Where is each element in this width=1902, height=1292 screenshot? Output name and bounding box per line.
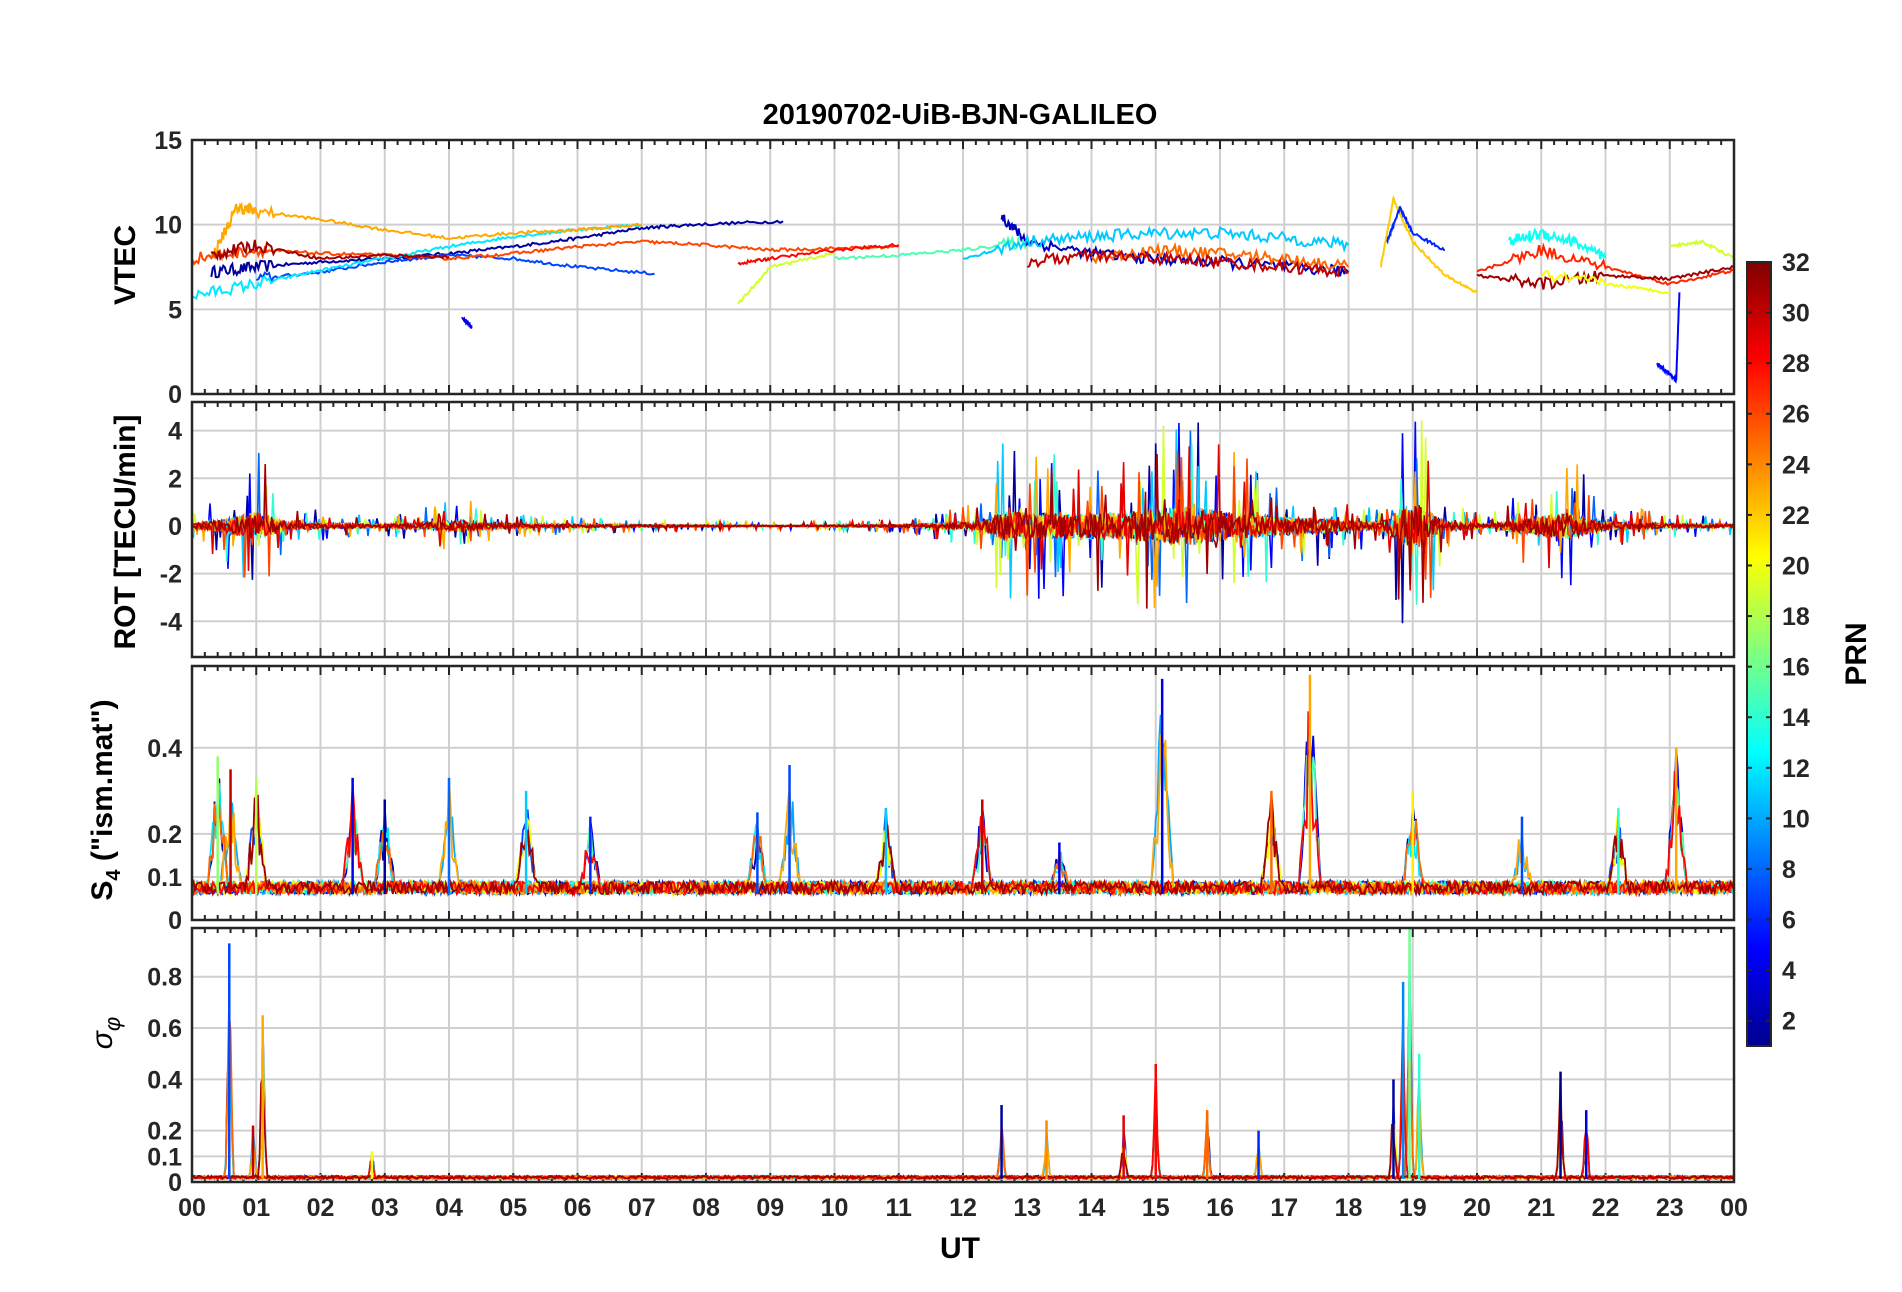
plot-frame bbox=[190, 926, 1736, 1184]
vtec-series-prn-4 bbox=[461, 316, 473, 329]
y-tick-label: 0 bbox=[168, 907, 182, 935]
vtec-series-prn-23 bbox=[210, 201, 643, 259]
y-tick-label: 0.4 bbox=[147, 1066, 182, 1094]
x-tick-label: 00 bbox=[178, 1194, 206, 1222]
vtec-series-prn-22 bbox=[1379, 194, 1478, 294]
panel-s4: 0 0.1 0.2 0.4 bbox=[147, 664, 1736, 935]
colorbar-tick-label: 14 bbox=[1782, 704, 1810, 732]
x-tick-label: 07 bbox=[628, 1194, 656, 1222]
colorbar-tick-label: 22 bbox=[1782, 502, 1810, 530]
x-tick-label: 16 bbox=[1206, 1194, 1234, 1222]
s4-ylabel: S4 ("ism.mat") bbox=[86, 699, 125, 900]
y-tick-label: 4 bbox=[168, 418, 182, 446]
vtec-series-prn-28 bbox=[737, 242, 900, 266]
colorbar-tick-label: 32 bbox=[1782, 249, 1810, 277]
plot-frame bbox=[190, 664, 1736, 922]
colorbar-tick-label: 2 bbox=[1782, 1008, 1796, 1036]
sigma-phi-series-prn-31 bbox=[191, 1076, 1735, 1181]
colorbar-tick-label: 26 bbox=[1782, 401, 1810, 429]
y-tick-label: -2 bbox=[160, 561, 182, 589]
vtec-series-prn-20 bbox=[1540, 269, 1671, 295]
colorbar-tick-label: 16 bbox=[1782, 654, 1810, 682]
y-tick-label: 0 bbox=[168, 513, 182, 541]
colorbar-tick-label: 12 bbox=[1782, 755, 1810, 783]
x-tick-label: 13 bbox=[1013, 1194, 1041, 1222]
x-tick-label: 18 bbox=[1335, 1194, 1363, 1222]
vtec-series-prn-31 bbox=[210, 239, 450, 262]
x-tick-label: 23 bbox=[1656, 1194, 1684, 1222]
plot-frame bbox=[190, 138, 1736, 396]
x-tick-label: 17 bbox=[1270, 1194, 1298, 1222]
x-tick-label: 04 bbox=[435, 1194, 463, 1222]
x-tick-label: 22 bbox=[1592, 1194, 1620, 1222]
panel-rot: -4 -2 0 2 4 bbox=[160, 400, 1736, 659]
y-tick-label: 2 bbox=[168, 465, 182, 493]
vtec-series-prn-26 bbox=[191, 239, 900, 266]
vtec-series-prn-15 bbox=[834, 235, 1029, 261]
vtec-series-prn-19 bbox=[737, 252, 835, 305]
y-tick-label: 0.4 bbox=[147, 735, 182, 763]
vtec-series-prn-19 bbox=[1669, 238, 1735, 260]
y-tick-label: 15 bbox=[154, 127, 182, 155]
panel-sigma-phi: 00.10.2 0.4 0.6 0.8 00 01 02 03 04 05 06 07 08 09 10 11… bbox=[147, 926, 1748, 1222]
y-tick-label: 0.2 bbox=[147, 821, 182, 849]
y-tick-label: 5 bbox=[168, 296, 182, 324]
y-tick-label: 0.2 bbox=[147, 1118, 182, 1146]
x-tick-label: 05 bbox=[499, 1194, 527, 1222]
figure-title: 20190702-UiB-BJN-GALILEO bbox=[763, 99, 1158, 131]
colorbar-tick-label: 24 bbox=[1782, 451, 1810, 479]
x-tick-label: 10 bbox=[821, 1194, 849, 1222]
colorbar-tick-label: 20 bbox=[1782, 552, 1810, 580]
vtec-series-prn-13 bbox=[1508, 227, 1607, 260]
colorbar-tick-label: 6 bbox=[1782, 907, 1796, 935]
colorbar-tick-label: 30 bbox=[1782, 300, 1810, 328]
x-tick-label: 06 bbox=[564, 1194, 592, 1222]
y-tick-label: 0.1 bbox=[147, 1143, 182, 1171]
x-tick-label: 15 bbox=[1142, 1194, 1170, 1222]
sigma-phi-ylabel: σφ bbox=[86, 1017, 125, 1049]
y-tick-label: 0.6 bbox=[147, 1015, 182, 1043]
panel-vtec: 0 5 10 15 bbox=[154, 127, 1736, 409]
colorbar-tick-label: 8 bbox=[1782, 856, 1796, 884]
vtec-series-prn-30 bbox=[1026, 246, 1349, 278]
colorbar-tick-label: 10 bbox=[1782, 805, 1810, 833]
colorbar-tick-label: 4 bbox=[1782, 957, 1796, 985]
vtec-series-prn-6 bbox=[1386, 206, 1446, 252]
x-tick-label: 09 bbox=[756, 1194, 784, 1222]
vtec-series-prn-5 bbox=[1656, 292, 1681, 384]
x-tick-label: 01 bbox=[242, 1194, 270, 1222]
vtec-ylabel: VTEC bbox=[109, 225, 142, 305]
vtec-series-prn-11 bbox=[962, 225, 1350, 260]
y-tick-label: 0.8 bbox=[147, 964, 182, 992]
x-tick-label: 20 bbox=[1463, 1194, 1491, 1222]
y-tick-label: 0.1 bbox=[147, 864, 182, 892]
colorbar-tick-label: 28 bbox=[1782, 350, 1810, 378]
x-tick-label: 00 bbox=[1720, 1194, 1748, 1222]
x-tick-label: 08 bbox=[692, 1194, 720, 1222]
vtec-series-prn-3 bbox=[1000, 214, 1350, 279]
x-axis-label: UT bbox=[940, 1232, 980, 1265]
x-tick-label: 21 bbox=[1527, 1194, 1555, 1222]
vtec-series-prn-31 bbox=[1476, 265, 1735, 291]
x-tick-label: 03 bbox=[371, 1194, 399, 1222]
colorbar-gradient bbox=[1746, 261, 1772, 1047]
x-tick-label: 19 bbox=[1399, 1194, 1427, 1222]
x-tick-label: 14 bbox=[1078, 1194, 1106, 1222]
rot-ylabel: ROT [TECU/min] bbox=[109, 415, 142, 650]
y-tick-label: 0 bbox=[168, 1169, 182, 1197]
x-tick-label: 02 bbox=[307, 1194, 335, 1222]
plot-frame bbox=[190, 400, 1736, 659]
y-tick-label: 0 bbox=[168, 381, 182, 409]
rot-series-prn-31 bbox=[191, 453, 1735, 609]
colorbar-label: PRN bbox=[1840, 622, 1873, 685]
vtec-series-prn-2 bbox=[210, 219, 784, 279]
y-tick-label: -4 bbox=[160, 608, 182, 636]
colorbar-tick-label: 18 bbox=[1782, 603, 1810, 631]
y-tick-label: 10 bbox=[154, 212, 182, 240]
vtec-series-prn-27 bbox=[1476, 242, 1735, 286]
x-tick-label: 12 bbox=[949, 1194, 977, 1222]
x-tick-label: 11 bbox=[886, 1194, 913, 1222]
